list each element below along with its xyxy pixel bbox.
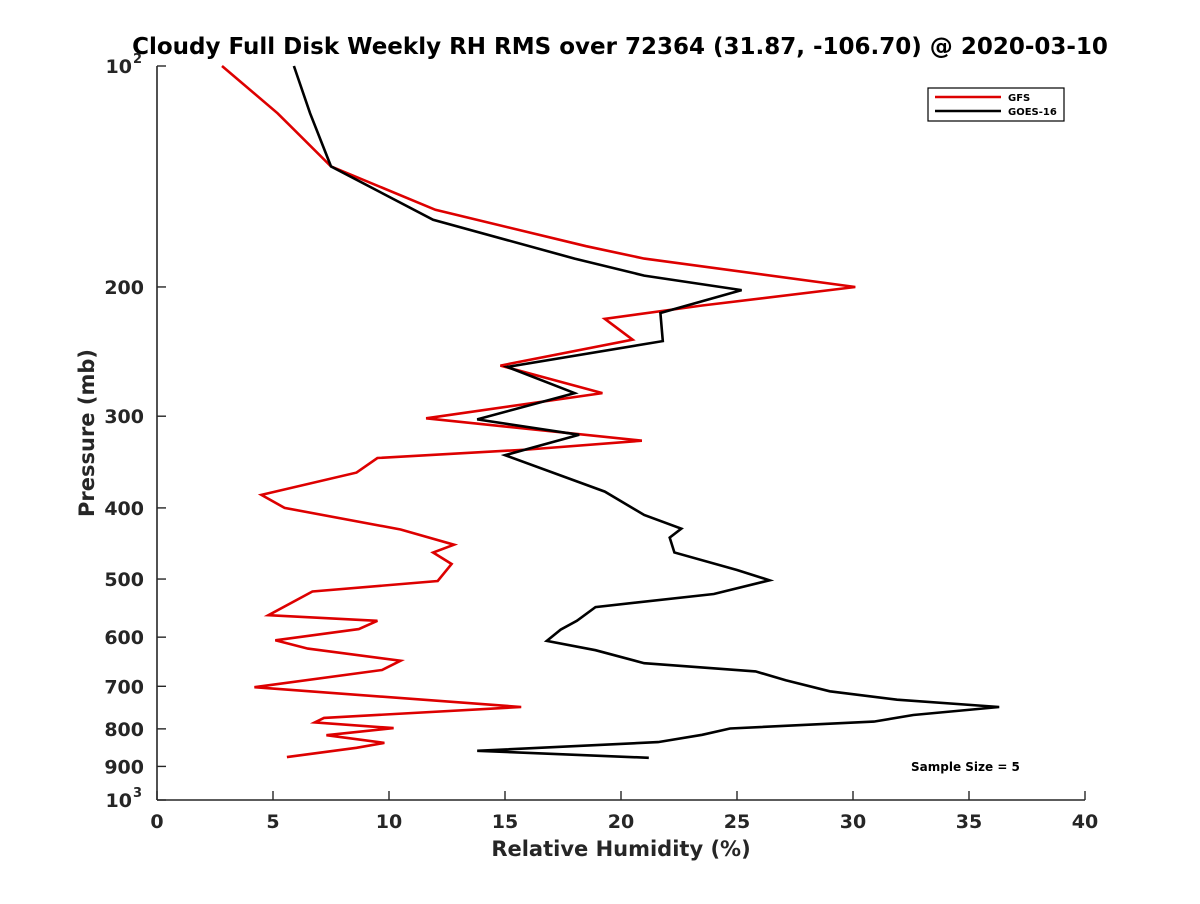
y-axis-label: Pressure (mb) [75, 349, 99, 517]
y-limit-label-exponent: 2 [133, 52, 142, 67]
x-tick-label: 5 [266, 811, 279, 833]
y-tick-label: 500 [104, 569, 144, 591]
y-limit-label-base: 10 [106, 56, 132, 78]
series-lines [221, 65, 1000, 760]
y-limit-label-exponent: 3 [133, 786, 142, 801]
x-tick-label: 35 [956, 811, 982, 833]
y-tick-label: 300 [104, 406, 144, 428]
legend-label-gfs: GFS [1008, 93, 1030, 104]
legend-box [927, 87, 1065, 122]
x-tick-label: 20 [608, 811, 634, 833]
y-tick-label: 400 [104, 498, 144, 520]
y-tick-label: 800 [104, 719, 144, 741]
x-tick-label: 0 [150, 811, 163, 833]
x-tick-label: 10 [376, 811, 402, 833]
legend: GFS GOES-16 [927, 87, 1065, 122]
y-tick-label: 700 [104, 676, 144, 698]
axes: 0 5 10 15 20 25 30 35 40 200 300 400 500 600 700 800 900… [104, 52, 1098, 833]
chart-title: Cloudy Full Disk Weekly RH RMS over 7236… [132, 34, 1108, 60]
y-tick-label: 600 [104, 627, 144, 649]
x-tick-label: 25 [724, 811, 750, 833]
x-tick-label: 30 [840, 811, 866, 833]
sample-size-annotation: Sample Size = 5 [911, 760, 1020, 774]
series-line-gfs [221, 65, 856, 759]
x-tick-label: 15 [492, 811, 518, 833]
y-tick-label: 200 [104, 277, 144, 299]
legend-label-goes16: GOES-16 [1008, 107, 1057, 118]
x-tick-label: 40 [1072, 811, 1098, 833]
y-limit-label-base: 10 [106, 790, 132, 812]
x-axis-label: Relative Humidity (%) [491, 837, 750, 861]
series-line-goes16 [292, 65, 1000, 760]
y-tick-label: 900 [104, 756, 144, 778]
